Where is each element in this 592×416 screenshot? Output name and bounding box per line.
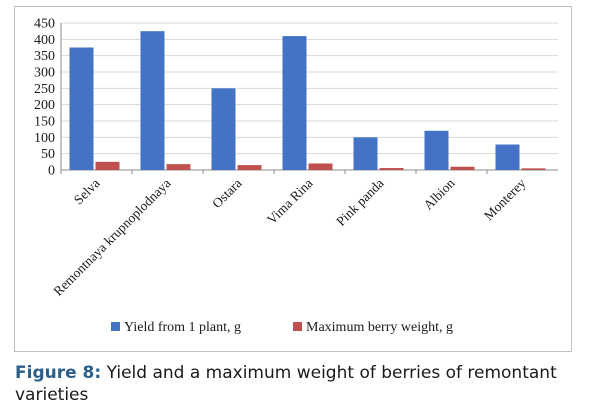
bar-berry-weight <box>521 168 546 170</box>
bar-yield <box>495 144 520 170</box>
y-tick-label: 350 <box>34 49 55 64</box>
y-tick-label: 300 <box>34 66 55 81</box>
bar-yield <box>140 31 165 170</box>
x-tick-label: Pink panda <box>333 176 386 229</box>
bar-berry-weight <box>237 165 262 170</box>
legend-swatch <box>293 322 302 331</box>
bar-yield <box>211 88 236 170</box>
legend-label: Maximum berry weight, g <box>306 320 453 335</box>
y-tick-label: 100 <box>34 131 55 146</box>
x-tick-label: Remontnaya krupnoplodnaya <box>50 176 173 299</box>
bar-berry-weight <box>166 164 191 170</box>
y-tick-label: 250 <box>34 82 55 97</box>
bar-berry-weight <box>450 166 475 170</box>
x-tick-label: Albion <box>420 175 457 212</box>
y-tick-label: 200 <box>34 98 55 113</box>
x-tick-label: Vima Rina <box>264 176 316 228</box>
caption-label: Figure 8: <box>15 363 102 383</box>
bar-berry-weight <box>379 168 404 170</box>
chart-frame: 0 50 100 150 200 250 300 350 400 450 Selva Remontna… <box>14 6 572 352</box>
y-tick-label: 0 <box>48 164 55 179</box>
legend-swatch <box>111 322 120 331</box>
y-tick-label: 50 <box>41 147 55 162</box>
x-tick-label: Monterey <box>481 175 529 223</box>
caption-text: Yield and a maximum weight of berries of… <box>15 363 557 405</box>
y-tick-label: 400 <box>34 33 55 48</box>
bar-yield <box>424 130 449 170</box>
x-tick-label: Selva <box>71 176 103 208</box>
bar-berry-weight <box>95 161 120 170</box>
bar-yield <box>69 47 94 170</box>
y-tick-label: 150 <box>34 115 55 130</box>
bar-yield <box>353 137 378 170</box>
legend-label: Yield from 1 plant, g <box>124 320 241 335</box>
figure-caption: Figure 8: Yield and a maximum weight of … <box>15 362 577 406</box>
x-tick-label: Ostara <box>209 176 245 212</box>
y-tick-label: 450 <box>34 17 55 32</box>
bar-berry-weight <box>308 163 333 170</box>
bar-yield <box>282 36 307 170</box>
